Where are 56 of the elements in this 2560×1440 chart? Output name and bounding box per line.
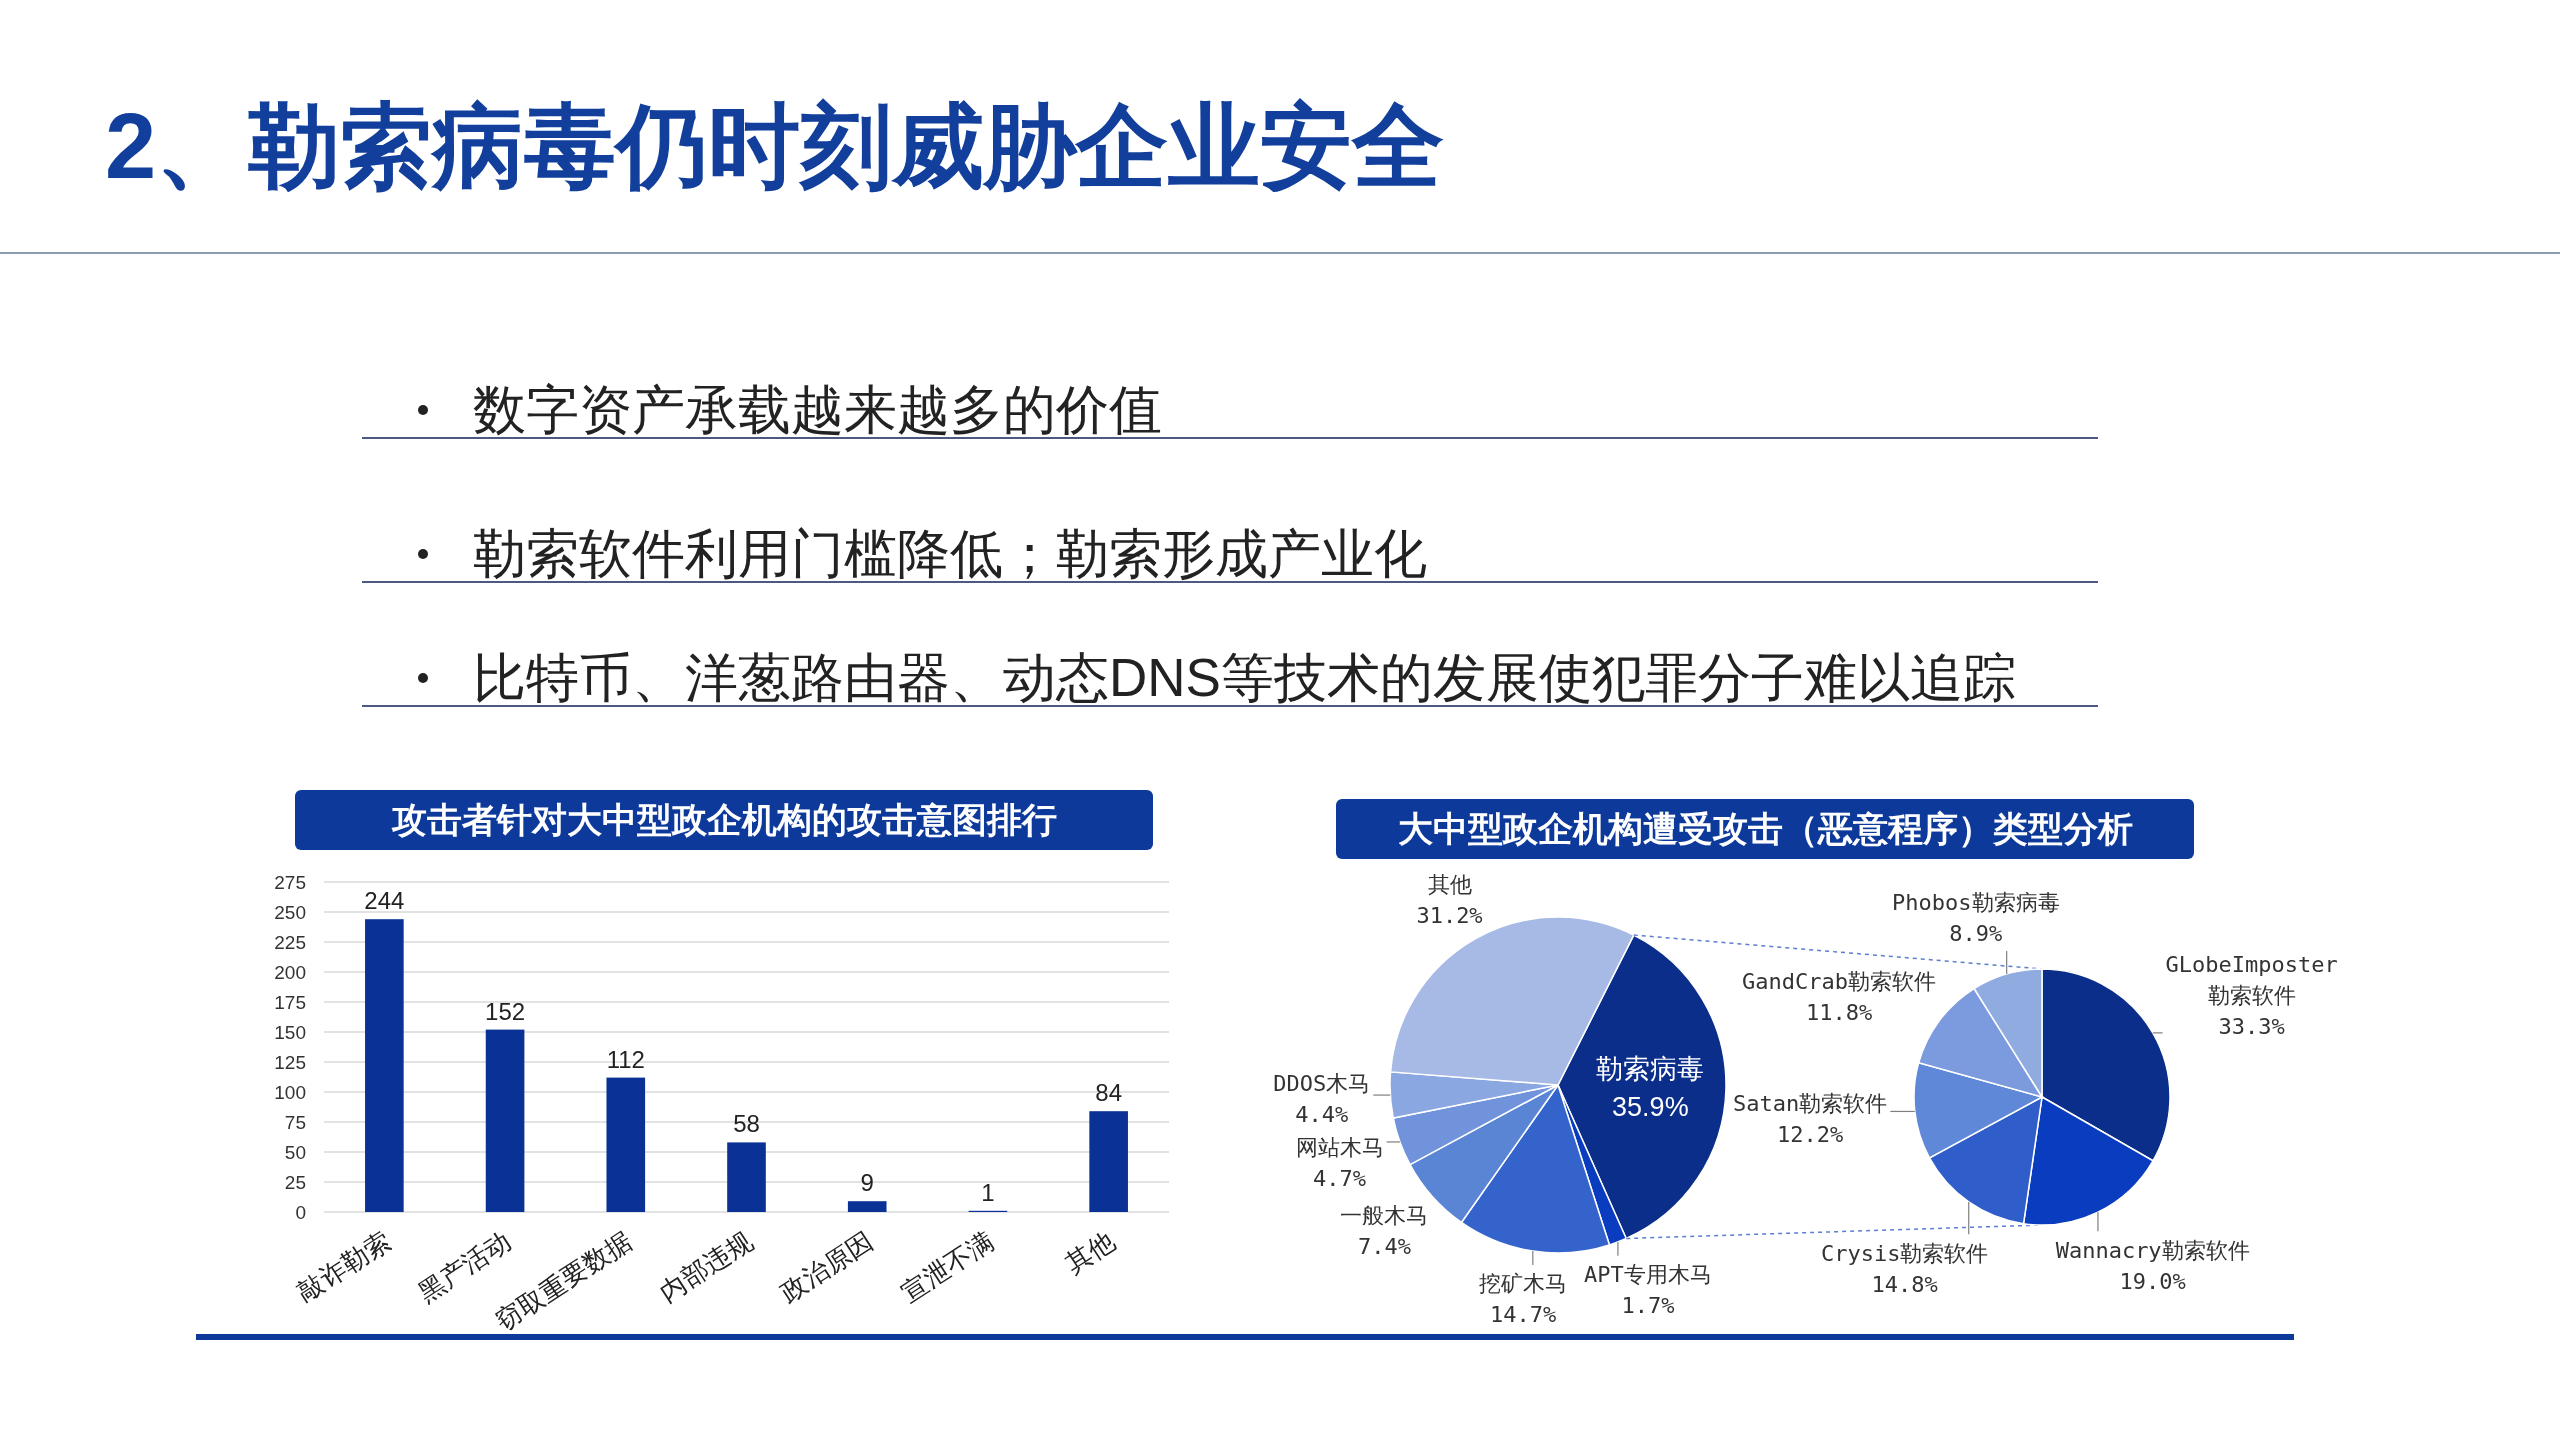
- y-tick-label: 75: [284, 1112, 306, 1133]
- data-label: 11.8%: [1805, 999, 1873, 1025]
- slice-label: 勒索病毒: [1596, 1054, 1705, 1085]
- data-label: 14.8%: [1871, 1271, 1938, 1297]
- slice-label: Wannacry勒索软件: [2055, 1237, 2250, 1263]
- data-label: 14.7%: [1490, 1302, 1557, 1328]
- slice-label: GLobeImposter勒索软件: [2165, 952, 2338, 1009]
- text: 勒索软件利用门槛降低；勒索形成产业化: [473, 524, 1427, 583]
- y-tick-label: 150: [274, 1022, 306, 1043]
- y-tick-label: 0: [295, 1202, 306, 1223]
- slice-label: APT专用木马: [1584, 1262, 1712, 1288]
- slice-label: Crysis勒索软件: [1820, 1240, 1989, 1266]
- chart-title: 攻击者针对大中型政企机构的攻击意图排行: [390, 800, 1057, 839]
- data-label: 7.4%: [1357, 1233, 1411, 1259]
- y-tick-label: 50: [284, 1142, 306, 1163]
- text: 比特币、洋葱路由器、动态DNS等技术的发展使犯罪分子难以追踪: [473, 648, 2016, 707]
- slice-label: 挖矿木马: [1479, 1271, 1568, 1297]
- data-label: 1: [981, 1178, 995, 1206]
- y-tick-label: 275: [274, 872, 306, 893]
- data-label: 244: [364, 887, 405, 915]
- y-tick-label: 100: [274, 1082, 306, 1103]
- slice-label: DDOS木马: [1273, 1070, 1371, 1096]
- y-tick-label: 250: [274, 902, 306, 923]
- data-label: 58: [733, 1110, 760, 1138]
- data-label: 4.7%: [1313, 1165, 1367, 1191]
- y-tick-label: 125: [274, 1052, 306, 1073]
- x-tick-label: 宣泄不满: [895, 1225, 1000, 1308]
- data-label: 8.9%: [1949, 920, 2003, 946]
- y-tick-label: 175: [274, 992, 306, 1013]
- data-label: 1.7%: [1621, 1293, 1675, 1319]
- slice-label: Satan勒索软件: [1733, 1090, 1888, 1116]
- slice-label: GandCrab勒索软件: [1742, 968, 1937, 994]
- x-tick-label: 敲诈勒索: [292, 1225, 396, 1308]
- data-label: 31.2%: [1416, 903, 1483, 929]
- data-label: 4.4%: [1295, 1101, 1349, 1127]
- slice-label: Phobos勒索病毒: [1892, 889, 2060, 915]
- y-tick-label: 225: [274, 932, 306, 953]
- y-tick-label: 200: [274, 962, 306, 983]
- data-label: 152: [485, 997, 526, 1025]
- data-label: 12.2%: [1777, 1121, 1844, 1147]
- data-label: 9: [860, 1169, 874, 1197]
- data-label: 112: [606, 1045, 645, 1073]
- x-tick-label: 政治原因: [774, 1225, 879, 1308]
- slice-label: 一般木马: [1340, 1202, 1429, 1228]
- text: 数字资产承载越来越多的价值: [473, 380, 1162, 439]
- chart-title: 大中型政企机构遭受攻击（恶意程序）类型分析: [1397, 809, 2133, 848]
- x-tick-label: 其他: [1059, 1225, 1120, 1280]
- data-label: 35.9%: [1612, 1092, 1689, 1123]
- text: 2、勒索病毒仍时刻威胁企业安全: [105, 95, 1445, 197]
- slice-label: 网站木马: [1295, 1134, 1384, 1160]
- y-tick-label: 25: [284, 1172, 306, 1193]
- data-label: 19.0%: [2119, 1268, 2186, 1294]
- slice-label: 其他: [1427, 872, 1472, 898]
- data-label: 84: [1095, 1079, 1122, 1107]
- data-label: 33.3%: [2218, 1014, 2285, 1040]
- x-tick-label: 内部违规: [654, 1225, 758, 1308]
